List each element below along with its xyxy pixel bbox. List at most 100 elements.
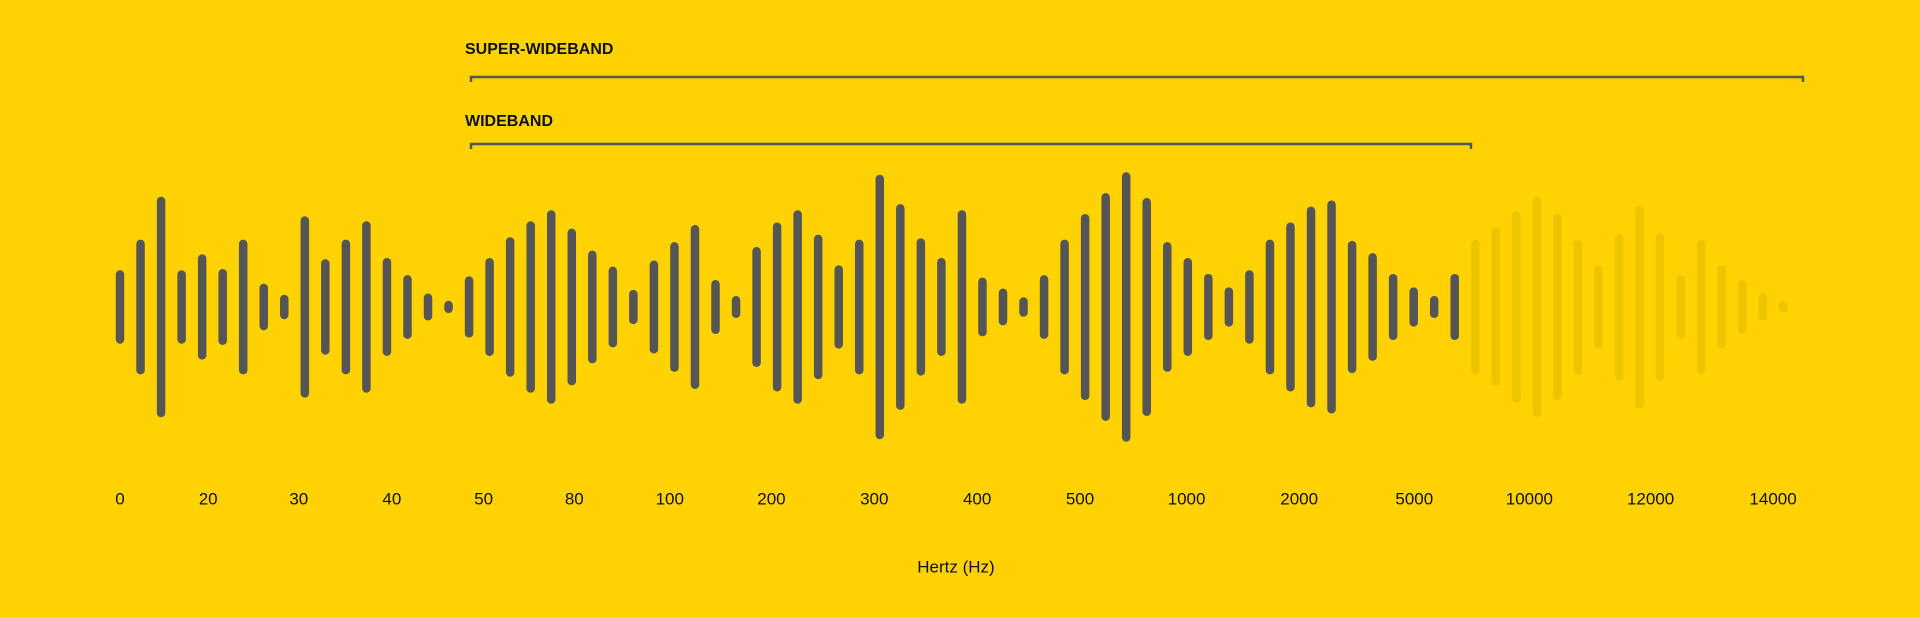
wave-bar — [1327, 200, 1336, 414]
wave-bar — [1204, 273, 1213, 341]
wave-bar-faded — [1655, 233, 1665, 381]
wave-bar — [690, 224, 700, 390]
waveform — [115, 172, 1788, 442]
wave-bar — [1142, 198, 1151, 416]
wave-bar — [1224, 287, 1234, 327]
wave-bar-faded — [1614, 233, 1624, 381]
wave-bar — [1183, 258, 1193, 356]
frequency-labels: 0 20 30 40 50 80 100 200 300 400 500 1000 2000 5000 10… — [115, 489, 1796, 508]
wave-bar-faded — [1512, 211, 1521, 403]
band-bracket — [469, 142, 1473, 149]
frequency-label: 5000 — [1395, 489, 1433, 508]
wave-bar — [793, 210, 802, 404]
wave-bar — [259, 283, 268, 331]
frequency-label: 14000 — [1749, 489, 1796, 508]
wave-bar — [772, 222, 782, 392]
wave-bar — [464, 276, 474, 338]
frequency-label: 12000 — [1627, 489, 1674, 508]
frequency-label: 40 — [382, 489, 401, 508]
wave-bar — [1409, 287, 1418, 327]
wave-bar — [1368, 253, 1377, 361]
wave-bar — [300, 216, 310, 398]
wave-bar — [567, 228, 577, 386]
axis-label: Hertz (Hz) — [917, 557, 994, 576]
wave-bar — [1245, 270, 1254, 344]
wave-bar — [978, 277, 987, 337]
frequency-label: 0 — [115, 489, 124, 508]
wave-bar-faded — [1553, 213, 1562, 401]
wave-bar-faded — [1471, 239, 1480, 375]
wave-bar — [505, 237, 515, 377]
wave-bar-faded — [1758, 293, 1768, 321]
wave-bar — [197, 254, 207, 360]
wave-bar — [649, 260, 659, 354]
wave-bar-faded — [1491, 227, 1501, 387]
wave-bar — [1163, 242, 1172, 372]
wave-bar — [1060, 239, 1069, 375]
wave-bar — [588, 250, 597, 364]
band-label: WIDEBAND — [465, 113, 553, 130]
wave-bar-faded — [1532, 196, 1542, 418]
wave-bar — [341, 239, 351, 375]
frequency-label: 200 — [757, 489, 785, 508]
wave-bar-faded — [1717, 265, 1726, 349]
wave-bar — [1080, 213, 1090, 401]
wave-bar — [1450, 273, 1460, 341]
band-bracket — [469, 75, 1805, 82]
wave-bar — [1388, 273, 1398, 341]
wave-bar — [1286, 222, 1295, 392]
wave-bar — [1347, 240, 1357, 374]
frequency-label: 80 — [565, 489, 584, 508]
wave-bar — [752, 247, 761, 367]
wave-bar — [875, 174, 885, 440]
wave-bar — [731, 295, 741, 319]
wave-bar — [423, 293, 433, 321]
wave-bar — [608, 266, 618, 348]
wave-bar — [854, 239, 864, 375]
wave-bar-faded — [1573, 239, 1583, 375]
frequency-label: 500 — [1066, 489, 1094, 508]
wave-bar — [321, 259, 330, 355]
wave-bar — [813, 234, 823, 380]
wave-bar — [937, 258, 946, 356]
wave-bar — [629, 289, 638, 325]
wave-bar-faded — [1635, 205, 1644, 409]
wave-bar-faded — [1737, 280, 1747, 334]
wave-bar — [115, 270, 125, 344]
wave-bar — [444, 300, 453, 314]
wave-bar — [1121, 172, 1131, 442]
frequency-label: 20 — [199, 489, 218, 508]
wave-bar — [1101, 193, 1110, 421]
wave-bar — [238, 239, 248, 375]
wave-bar-faded — [1779, 300, 1788, 314]
wave-bar — [916, 238, 926, 376]
wave-bar — [1265, 239, 1275, 375]
wave-bar — [896, 204, 905, 410]
wave-bar — [1306, 206, 1316, 408]
wave-bar-faded — [1594, 265, 1603, 349]
wave-bar-faded — [1676, 275, 1685, 339]
wave-bar — [711, 280, 720, 334]
band-label: SUPER-WIDEBAND — [465, 41, 613, 58]
wave-bar — [670, 242, 679, 372]
wave-bar — [136, 239, 145, 375]
frequency-label: 30 — [289, 489, 308, 508]
wave-bar — [1019, 297, 1028, 317]
wave-bar — [526, 221, 535, 393]
wave-bar — [546, 210, 556, 404]
wave-bar — [998, 288, 1008, 326]
wave-bar — [485, 258, 494, 356]
frequency-label: 300 — [860, 489, 888, 508]
wave-bar — [1429, 295, 1439, 319]
wave-bar-faded — [1696, 239, 1706, 375]
frequency-label: 50 — [474, 489, 493, 508]
frequency-label: 2000 — [1280, 489, 1318, 508]
wave-bar — [382, 258, 392, 356]
frequency-label: 10000 — [1506, 489, 1553, 508]
wave-bar — [156, 196, 166, 418]
frequency-label: 1000 — [1168, 489, 1206, 508]
wave-bar — [957, 210, 967, 404]
wave-bar — [834, 265, 843, 349]
